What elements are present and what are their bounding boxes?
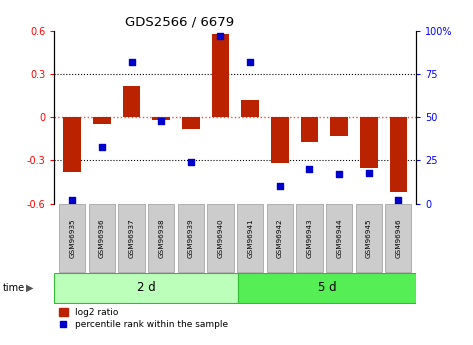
Text: GSM96942: GSM96942: [277, 218, 283, 258]
Point: [394, 197, 402, 203]
Bar: [300, 117, 318, 142]
Point: [246, 59, 254, 65]
Bar: [241, 100, 259, 117]
Bar: [297, 204, 323, 272]
Text: GSM96937: GSM96937: [129, 218, 134, 258]
Bar: [237, 204, 263, 272]
Text: time: time: [2, 283, 25, 293]
Text: GSM96943: GSM96943: [307, 218, 313, 258]
Text: GSM96945: GSM96945: [366, 218, 372, 258]
Bar: [123, 86, 140, 117]
Bar: [385, 204, 412, 272]
Bar: [360, 117, 377, 168]
Point: [158, 118, 165, 124]
Text: GSM96941: GSM96941: [247, 218, 253, 258]
Text: GSM96938: GSM96938: [158, 218, 164, 258]
Bar: [238, 273, 416, 303]
Point: [98, 144, 105, 149]
Bar: [178, 204, 204, 272]
Text: GSM96944: GSM96944: [336, 218, 342, 258]
Text: GDS2566 / 6679: GDS2566 / 6679: [125, 16, 234, 29]
Point: [69, 197, 76, 203]
Text: GSM96935: GSM96935: [69, 218, 75, 258]
Bar: [148, 204, 174, 272]
Bar: [59, 204, 85, 272]
Text: GSM96939: GSM96939: [188, 218, 194, 258]
Bar: [63, 117, 81, 172]
Point: [128, 59, 135, 65]
Text: ▶: ▶: [26, 283, 34, 293]
Text: GSM96940: GSM96940: [218, 218, 223, 258]
Point: [187, 159, 194, 165]
Bar: [152, 117, 170, 120]
Bar: [89, 204, 115, 272]
Bar: [326, 204, 352, 272]
Bar: [118, 204, 145, 272]
Text: 2 d: 2 d: [137, 281, 156, 294]
Point: [276, 184, 284, 189]
Point: [306, 166, 313, 172]
Point: [335, 171, 343, 177]
Bar: [208, 204, 234, 272]
Bar: [182, 117, 200, 129]
Bar: [390, 117, 407, 192]
Text: GSM96946: GSM96946: [395, 218, 402, 258]
Bar: [54, 273, 238, 303]
Point: [217, 33, 224, 39]
Bar: [330, 117, 348, 136]
Bar: [267, 204, 293, 272]
Point: [365, 170, 373, 175]
Bar: [271, 117, 289, 163]
Text: GSM96936: GSM96936: [99, 218, 105, 258]
Text: 5 d: 5 d: [318, 281, 337, 294]
Bar: [93, 117, 111, 125]
Bar: [211, 34, 229, 117]
Bar: [356, 204, 382, 272]
Legend: log2 ratio, percentile rank within the sample: log2 ratio, percentile rank within the s…: [59, 308, 228, 329]
